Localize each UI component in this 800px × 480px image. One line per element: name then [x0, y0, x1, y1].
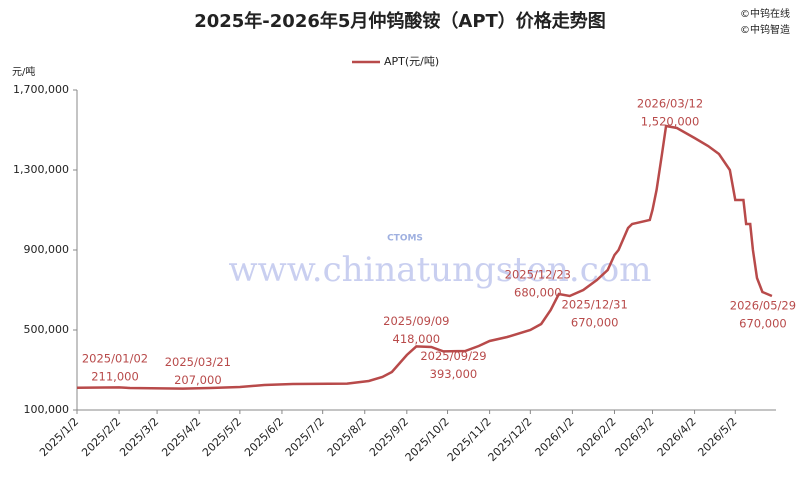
copyright: ©中钨智造: [740, 23, 790, 36]
y-tick-label: 100,000: [24, 403, 70, 416]
annotation-date: 2025/12/23: [505, 268, 571, 282]
y-tick-label: 500,000: [24, 323, 70, 336]
watermark: CTOMS: [387, 234, 423, 244]
annotation-value: 670,000: [739, 317, 787, 331]
y-tick-label: 1,300,000: [13, 163, 69, 176]
annotation-value: 207,000: [174, 373, 222, 387]
annotation-date: 2026/05/29: [730, 299, 796, 313]
annotation-value: 1,520,000: [641, 115, 700, 129]
annotation-value: 418,000: [393, 332, 441, 346]
annotation-value: 670,000: [571, 316, 619, 330]
annotation-date: 2025/03/21: [165, 355, 231, 369]
y-tick-label: 900,000: [24, 243, 70, 256]
annotation-date: 2025/09/09: [383, 314, 449, 328]
chart-title: 2025年-2026年5月仲钨酸铵（APT）价格走势图: [194, 10, 606, 32]
line: [76, 124, 773, 390]
watermark: www.chinatungsten.com: [229, 250, 652, 290]
copyright: ©中钨在线: [740, 7, 790, 20]
y-tick-label: 1,700,000: [13, 83, 69, 96]
annotation-value: 393,000: [430, 367, 478, 381]
annotation-date: 2026/03/12: [637, 97, 703, 111]
annotation-date: 2025/12/31: [562, 298, 628, 312]
y-axis-label: 元/吨: [12, 65, 35, 78]
annotation-date: 2025/01/02: [82, 351, 148, 365]
annotation-value: 211,000: [91, 369, 139, 383]
legend-label: APT(元/吨): [384, 55, 439, 68]
annotation-value: 680,000: [514, 286, 562, 300]
annotation-date: 2025/09/29: [420, 349, 486, 363]
